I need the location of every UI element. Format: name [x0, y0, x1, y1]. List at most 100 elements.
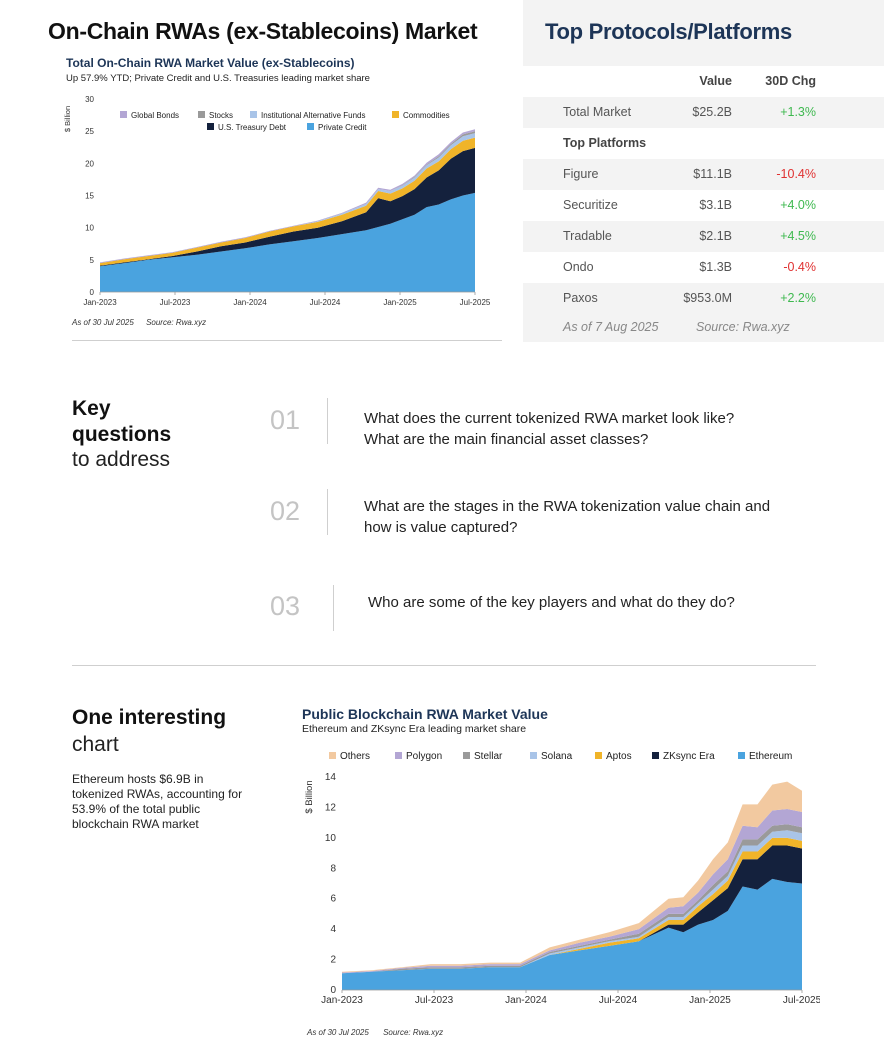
- col-value-header: Value: [699, 74, 732, 88]
- y-tick-label: 4: [330, 924, 336, 935]
- chart1-rwa-market-value: 0 5 10 15 20 25 30 $ Billion Jan-2023 Jul-2023 Jan…: [63, 95, 490, 307]
- table-row: Tradable $2.1B +4.5%: [523, 221, 884, 252]
- question-line: What does the current tokenized RWA mark…: [364, 410, 735, 427]
- table-footer-date: As of 7 Aug 2025: [563, 320, 659, 334]
- legend-label: ZKsync Era: [663, 751, 715, 762]
- legend-label: Stellar: [474, 751, 503, 762]
- questions-heading-bold: Key questions: [72, 397, 172, 446]
- chart2-subtitle: Ethereum and ZKsync Era leading market s…: [302, 723, 527, 735]
- row-name: Ondo: [563, 260, 594, 274]
- legend-label: Aptos: [606, 751, 632, 762]
- row-change: +4.0%: [780, 198, 816, 212]
- legend-label: Private Credit: [318, 123, 367, 132]
- chart2-blockchain-rwa-value: 0 2 4 6 8 10 12 14 $ Billion Jan-2023 Jul-2023 Jan-…: [304, 751, 820, 1006]
- row-change: +1.3%: [780, 105, 816, 119]
- legend-swatch: [652, 752, 659, 759]
- y-tick-label: 15: [85, 192, 94, 201]
- question-number: 01: [270, 405, 301, 435]
- page-title: On-Chain RWAs (ex-Stablecoins) Market: [48, 18, 478, 44]
- legend-swatch: [392, 111, 399, 118]
- row-change: +4.5%: [780, 229, 816, 243]
- col-change-header: 30D Chg: [765, 74, 816, 88]
- row-name: Paxos: [563, 291, 598, 305]
- x-tick-label: Jul-2023: [160, 298, 191, 307]
- y-axis-label: $ Billion: [63, 106, 72, 132]
- table-header-row: Value 30D Chg: [523, 66, 884, 97]
- y-tick-label: 30: [85, 95, 94, 104]
- row-name: Total Market: [563, 105, 632, 119]
- y-tick-label: 14: [325, 772, 337, 783]
- legend-swatch: [530, 752, 537, 759]
- row-change: -10.4%: [776, 167, 816, 181]
- question-divider: [333, 585, 334, 631]
- table-row: Paxos $953.0M +2.2%: [523, 283, 884, 314]
- legend-swatch: [120, 111, 127, 118]
- chart1-source-date: As of 30 Jul 2025: [72, 318, 134, 327]
- area-series-u-s-treasury-debt: [100, 147, 475, 267]
- row-name: Tradable: [563, 229, 612, 243]
- question-line: What are the main financial asset classe…: [364, 431, 649, 448]
- chart2-title: Public Blockchain RWA Market Value: [302, 706, 548, 722]
- divider: [72, 340, 502, 341]
- legend-swatch: [595, 752, 602, 759]
- legend-swatch: [738, 752, 745, 759]
- chart1-source-name: Source: Rwa.xyz: [146, 318, 207, 327]
- legend-label: Ethereum: [749, 751, 792, 762]
- legend-swatch: [307, 123, 314, 130]
- question-line: What are the stages in the RWA tokenizat…: [364, 498, 771, 515]
- row-value: $2.1B: [699, 229, 732, 243]
- x-tick-label: Jan-2024: [505, 995, 547, 1006]
- chart2-source-name: Source: Rwa.xyz: [383, 1028, 444, 1037]
- row-value: $1.3B: [699, 260, 732, 274]
- area-series-zksync-era: [342, 845, 802, 974]
- x-tick-label: Jul-2023: [415, 995, 454, 1006]
- x-tick-label: Jul-2025: [783, 995, 820, 1006]
- row-change: +2.2%: [780, 291, 816, 305]
- legend-label: U.S. Treasury Debt: [218, 123, 287, 132]
- legend-label: Global Bonds: [131, 111, 179, 120]
- question-line: Who are some of the key players and what…: [368, 594, 735, 611]
- chart2-source-date: As of 30 Jul 2025: [307, 1028, 369, 1037]
- y-tick-label: 20: [85, 159, 94, 168]
- question-number: 03: [270, 591, 301, 621]
- y-tick-label: 5: [90, 256, 95, 265]
- x-tick-label: Jul-2025: [460, 298, 490, 307]
- table-section-label: Top Platforms: [523, 128, 884, 159]
- question-line: how is value captured?: [364, 519, 518, 536]
- y-tick-label: 25: [85, 127, 94, 136]
- question-divider: [327, 489, 328, 535]
- x-tick-label: Jan-2025: [383, 298, 417, 307]
- legend-swatch: [207, 123, 214, 130]
- area-series-ethereum: [342, 878, 802, 990]
- questions-heading-light: to address: [72, 448, 171, 471]
- y-tick-label: 8: [330, 863, 336, 874]
- legend-swatch: [250, 111, 257, 118]
- legend-label: Commodities: [403, 111, 450, 120]
- row-value: $11.1B: [693, 167, 732, 181]
- y-axis-label: $ Billion: [304, 780, 315, 813]
- y-tick-label: 10: [325, 833, 337, 844]
- legend-label: Others: [340, 751, 370, 762]
- x-tick-label: Jan-2023: [83, 298, 117, 307]
- row-value: $953.0M: [683, 291, 732, 305]
- area-series-others: [342, 781, 802, 973]
- x-tick-label: Jan-2025: [689, 995, 731, 1006]
- question-text: Who are some of the key players and what…: [368, 592, 735, 613]
- x-tick-label: Jul-2024: [310, 298, 341, 307]
- legend-label: Solana: [541, 751, 573, 762]
- question-number: 02: [270, 496, 301, 526]
- question-text: What are the stages in the RWA tokenizat…: [364, 496, 770, 538]
- table-footer-source: Source: Rwa.xyz: [696, 320, 790, 334]
- row-value: $3.1B: [699, 198, 732, 212]
- legend-swatch: [463, 752, 470, 759]
- question-text: What does the current tokenized RWA mark…: [364, 408, 734, 450]
- top-platforms-table: Top Protocols/Platforms Value 30D Chg To…: [523, 0, 884, 342]
- y-tick-label: 2: [330, 955, 336, 966]
- legend-swatch: [395, 752, 402, 759]
- y-tick-label: 12: [325, 802, 337, 813]
- divider: [72, 665, 816, 666]
- legend-label: Institutional Alternative Funds: [261, 111, 366, 120]
- legend-swatch: [198, 111, 205, 118]
- table-row: Securitize $3.1B +4.0%: [523, 190, 884, 221]
- table-row-total: Total Market $25.2B +1.3%: [523, 97, 884, 128]
